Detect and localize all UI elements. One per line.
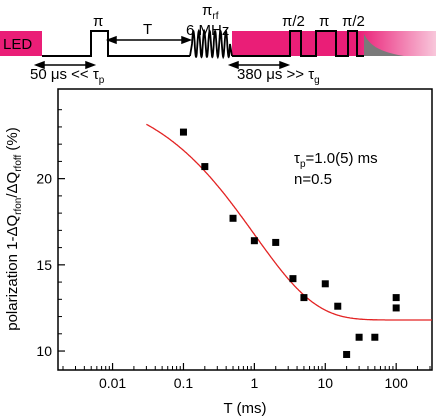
data-points [179,128,400,358]
pulse-sequence: LED π T πrf 6 MHz π/2 π π/2 50 μs << τp … [0,2,436,86]
plot-frame [57,88,433,371]
data-point [229,214,237,222]
delay2-arrowhead-left [227,60,239,70]
tau-annotation: τp=1.0(5) ms [294,150,378,170]
t-arrowhead-left [105,35,117,45]
led-pulse-block [0,31,42,56]
x-tick-label: 0.1 [174,375,194,391]
n-annotation: n=0.5 [294,171,332,188]
x-tick-label: 1 [250,375,258,391]
pulse-half1-label: π/2 [282,13,305,30]
readout-pulse-block [232,31,358,56]
delay1-arrowhead-right [85,60,97,70]
pulse-trace [42,30,364,57]
data-point [272,238,280,246]
data-point [355,333,363,341]
t-arrowhead-right [181,35,193,45]
signal-decay-shape [364,34,404,56]
pi-label: π [93,13,103,30]
data-point [201,163,209,171]
y-tick-label: 20 [36,171,52,187]
led-label: LED [3,36,32,53]
data-point [321,280,329,288]
data-point [371,333,379,341]
fit-curve [146,123,432,321]
x-tick-label: 10 [317,375,333,391]
y-axis-ticks: 10 15 20 [36,109,65,359]
y-tick-label: 15 [36,257,52,273]
rf-pi-label: πrf [202,2,219,22]
pulse-pi-label: π [319,13,329,30]
data-point [343,350,351,358]
data-point [289,275,297,283]
delay1-arrowhead-left [33,60,45,70]
delay2-label: 380 μs >> τg [237,66,320,86]
delay1-label: 50 μs << τp [30,66,105,86]
y-tick-label: 10 [36,343,52,359]
x-tick-label: 0.01 [99,375,126,391]
data-point [334,302,342,310]
x-axis-ticks: 0.01 0.1 1 10 100 [62,363,431,391]
data-point [392,294,400,302]
x-axis-label: T (ms) [223,400,266,417]
data-point [392,304,400,312]
rf-coil-icon [189,28,233,60]
data-point [300,294,308,302]
delay2-arrowhead-right [279,60,291,70]
x-tick-label: 100 [385,375,409,391]
rf-frequency-label: 6 MHz [186,22,229,39]
data-point [250,237,258,245]
pulse-half2-label: π/2 [342,13,365,30]
y-axis-label: polarization 1-ΔQrfon/ΔQrfoff (%) [4,127,24,331]
data-point [179,128,187,136]
t-label: T [143,21,152,38]
